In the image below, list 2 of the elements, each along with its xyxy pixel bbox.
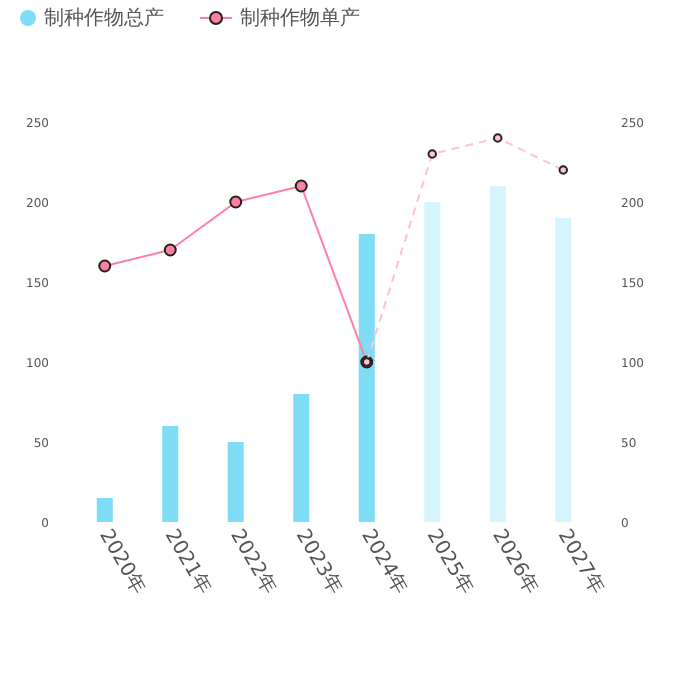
legend-label: 制种作物总产 — [44, 5, 164, 32]
legend-label: 制种作物单产 — [240, 5, 360, 32]
